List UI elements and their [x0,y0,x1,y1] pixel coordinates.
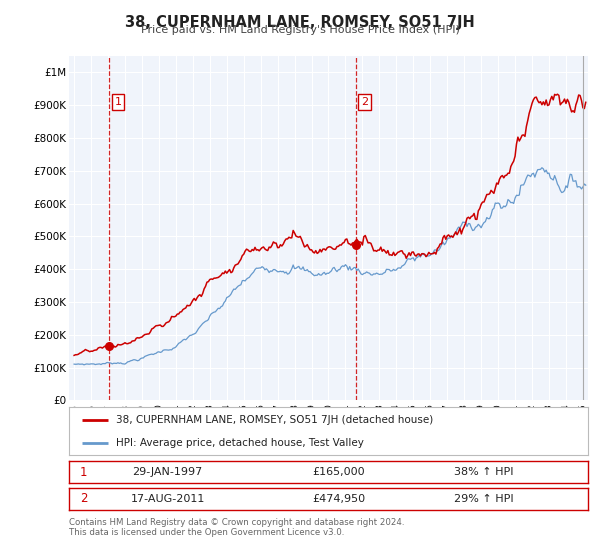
Text: 38% ↑ HPI: 38% ↑ HPI [454,467,514,477]
Text: Contains HM Land Registry data © Crown copyright and database right 2024.
This d: Contains HM Land Registry data © Crown c… [69,518,404,538]
Text: 38, CUPERNHAM LANE, ROMSEY, SO51 7JH: 38, CUPERNHAM LANE, ROMSEY, SO51 7JH [125,15,475,30]
Text: 29-JAN-1997: 29-JAN-1997 [133,467,203,477]
Text: 2: 2 [361,97,368,107]
Text: 29% ↑ HPI: 29% ↑ HPI [454,494,514,504]
Text: 2: 2 [80,492,87,506]
Text: 38, CUPERNHAM LANE, ROMSEY, SO51 7JH (detached house): 38, CUPERNHAM LANE, ROMSEY, SO51 7JH (de… [116,416,433,426]
Text: 17-AUG-2011: 17-AUG-2011 [130,494,205,504]
Text: Price paid vs. HM Land Registry's House Price Index (HPI): Price paid vs. HM Land Registry's House … [140,25,460,35]
Text: 1: 1 [80,465,87,479]
Text: 1: 1 [115,97,121,107]
Text: HPI: Average price, detached house, Test Valley: HPI: Average price, detached house, Test… [116,438,364,448]
Text: £474,950: £474,950 [313,494,365,504]
Text: £165,000: £165,000 [313,467,365,477]
